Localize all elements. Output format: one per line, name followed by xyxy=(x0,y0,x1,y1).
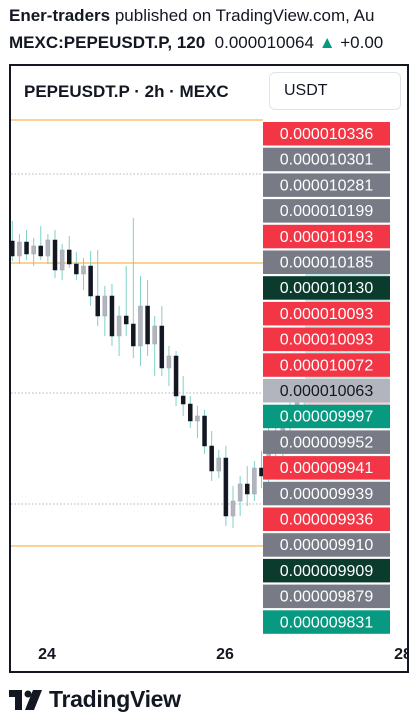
chart-title: PEPEUSDT.P · 2h · MEXC xyxy=(24,82,229,101)
price-label: 0.000010281 xyxy=(280,177,374,194)
price-label-box xyxy=(263,250,390,274)
candle-body xyxy=(188,403,193,422)
price-label-box xyxy=(263,301,390,326)
candle-body xyxy=(116,315,122,337)
price-label: 0.000010093 xyxy=(280,306,374,323)
x-tick-label: 26 xyxy=(216,646,234,663)
price-label: 0.000010130 xyxy=(280,280,374,297)
price-label-box xyxy=(263,610,390,634)
price-label: 0.000010199 xyxy=(280,203,374,220)
symbol-line: MEXC:PEPEUSDT.P, 120 0.000010064 ▲ +0.00 xyxy=(9,33,383,53)
tradingview-logo-text: TradingView xyxy=(49,686,181,712)
candle-body xyxy=(245,483,250,495)
candle-body xyxy=(252,467,257,495)
candle-body xyxy=(202,415,207,447)
candle-body xyxy=(59,249,65,271)
candle-body xyxy=(38,245,44,257)
candle-body xyxy=(237,483,243,502)
price-label: 0.000009939 xyxy=(280,486,374,503)
candle-body xyxy=(95,295,100,317)
candle-body xyxy=(195,415,200,422)
candle-body xyxy=(24,241,29,255)
candle-body xyxy=(259,467,264,477)
price-label-box xyxy=(263,481,390,506)
last-price: 0.000010064 xyxy=(214,33,314,52)
price-label: 0.000010185 xyxy=(280,255,374,272)
price-label-box xyxy=(263,507,390,531)
up-arrow-icon: ▲ xyxy=(318,33,336,52)
candle-body xyxy=(81,265,86,275)
price-label: 0.000010336 xyxy=(280,126,374,143)
chart-frame: 24 26 28 0.000010336 0.000010301 0.000010281… xyxy=(9,64,409,673)
candle-body xyxy=(52,239,58,271)
candle-body xyxy=(102,295,108,317)
tradingview-logo-icon xyxy=(9,689,42,710)
price-label-box xyxy=(263,122,390,146)
candle-body xyxy=(88,265,93,297)
price-chart[interactable]: 24 26 28 0.000010336 0.000010301 0.000010281… xyxy=(11,66,407,671)
candle-body xyxy=(31,245,36,255)
price-label-box xyxy=(263,430,390,454)
candle-body xyxy=(131,323,136,347)
price-label: 0.000010063 xyxy=(280,383,374,400)
price-label: 0.000009831 xyxy=(280,614,374,631)
currency-selector[interactable]: USDT xyxy=(269,72,401,110)
publish-line: Ener-traders published on TradingView.co… xyxy=(9,6,374,26)
candle-body xyxy=(11,240,15,257)
candle-body xyxy=(138,305,143,347)
tradingview-logo[interactable]: TradingView xyxy=(9,686,181,713)
price-label: 0.000009997 xyxy=(280,409,374,426)
price-label: 0.000009941 xyxy=(280,460,374,477)
x-tick-label: 24 xyxy=(38,646,56,663)
candle-body xyxy=(74,263,79,275)
price-label: 0.000010072 xyxy=(280,357,374,374)
published-text: published on TradingView.com, Au xyxy=(110,6,375,25)
candle-body xyxy=(216,457,222,472)
candle-body xyxy=(230,500,236,517)
price-label: 0.000009936 xyxy=(280,512,374,529)
candle-body xyxy=(152,325,157,345)
candle-body xyxy=(67,249,72,265)
price-label-box xyxy=(263,276,390,300)
candle-body xyxy=(145,305,150,345)
price-label: 0.000009879 xyxy=(280,589,374,606)
price-label-box xyxy=(263,533,390,557)
price-label: 0.000010093 xyxy=(280,332,374,349)
price-label-box xyxy=(263,353,390,377)
price-label: 0.000010193 xyxy=(280,229,374,246)
price-label-box xyxy=(263,147,390,172)
price-label-box xyxy=(263,173,390,197)
price-label: 0.000010301 xyxy=(280,152,374,169)
candle-body xyxy=(17,241,22,257)
price-label: 0.000009952 xyxy=(280,434,374,451)
price-label-box xyxy=(263,379,390,403)
candle-body xyxy=(166,355,172,369)
price-label: 0.000009910 xyxy=(280,537,374,554)
price-label-box xyxy=(263,199,390,223)
price-label-box xyxy=(263,404,390,429)
price-label-box xyxy=(263,224,390,249)
price-label-box xyxy=(263,456,390,480)
symbol-name[interactable]: MEXC:PEPEUSDT.P, 120 xyxy=(9,33,206,52)
candle-body xyxy=(173,355,179,397)
candle-body xyxy=(123,315,129,325)
x-tick-label: 28 xyxy=(394,646,407,663)
price-change: +0.00 xyxy=(340,33,384,52)
candle-body xyxy=(223,457,229,517)
candle-body xyxy=(159,325,165,369)
candle-body xyxy=(209,445,214,472)
price-label-box xyxy=(263,327,390,352)
candle-body xyxy=(45,239,51,257)
candle-body xyxy=(180,395,186,405)
author-name[interactable]: Ener-traders xyxy=(9,6,111,25)
candle-body xyxy=(109,295,115,337)
price-label-box xyxy=(263,558,390,583)
price-label-box xyxy=(263,584,390,609)
price-label: 0.000009909 xyxy=(280,563,374,580)
